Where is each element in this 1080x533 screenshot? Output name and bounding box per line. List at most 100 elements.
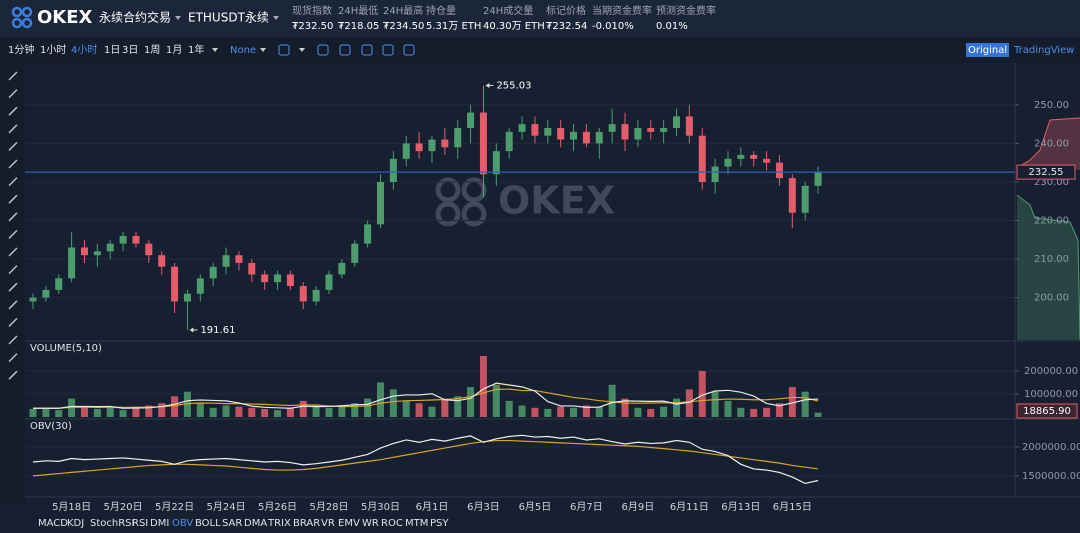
drawing-tool[interactable] bbox=[8, 282, 18, 292]
stat-value: ₮232.54 bbox=[546, 21, 587, 32]
tool-icon[interactable] bbox=[278, 44, 290, 56]
interval[interactable]: 1小时 bbox=[40, 44, 66, 56]
stat-label: 24H最高 bbox=[383, 4, 423, 17]
indicator-tab[interactable]: VR bbox=[321, 518, 335, 529]
candle-body bbox=[158, 255, 166, 267]
volume-bar bbox=[763, 407, 771, 417]
annotation-arrowhead bbox=[189, 327, 194, 333]
drawing-tool[interactable] bbox=[8, 212, 18, 222]
drawing-tool[interactable] bbox=[8, 159, 18, 169]
indicator-tab[interactable]: BOLL bbox=[195, 518, 221, 529]
candle-body bbox=[763, 158, 771, 163]
stat-value: 5.31万 ETH bbox=[426, 21, 481, 32]
candle-body bbox=[222, 255, 230, 267]
drawing-tool[interactable] bbox=[8, 300, 18, 310]
drawing-tool[interactable] bbox=[8, 141, 18, 151]
indicator-tab[interactable]: StochRSI bbox=[90, 518, 134, 529]
drawing-tool[interactable] bbox=[8, 265, 18, 275]
interval[interactable]: 1月 bbox=[166, 44, 182, 56]
candle-body bbox=[441, 139, 449, 148]
candle-body bbox=[261, 274, 269, 283]
indicator-tab[interactable]: KDJ bbox=[67, 518, 84, 529]
indicator-tab[interactable]: TRIX bbox=[267, 518, 291, 529]
candle-body bbox=[647, 127, 655, 132]
indicator-tab[interactable]: EMV bbox=[338, 518, 360, 529]
tool-icon[interactable] bbox=[403, 44, 415, 56]
drawing-tool[interactable] bbox=[8, 370, 18, 380]
indicator-tab[interactable]: SAR bbox=[222, 518, 242, 529]
interval[interactable]: 1分钟 bbox=[8, 43, 34, 56]
volume-bar bbox=[557, 406, 565, 417]
interval[interactable]: 3日 bbox=[122, 45, 138, 56]
volume-bar bbox=[775, 403, 783, 417]
indicator-tab[interactable]: ROC bbox=[381, 518, 403, 529]
x-tick-label: 5月30日 bbox=[361, 501, 400, 513]
volume-bar bbox=[479, 356, 487, 417]
drawing-tool[interactable] bbox=[8, 353, 18, 363]
drawing-tool[interactable] bbox=[8, 106, 18, 116]
stat-value: 40.30万 ETH bbox=[483, 21, 545, 32]
drawing-tool[interactable] bbox=[8, 194, 18, 204]
depth-bids bbox=[1017, 195, 1080, 340]
candle-body bbox=[737, 154, 745, 159]
logo[interactable]: OKEX bbox=[37, 7, 93, 28]
indicator-tab[interactable]: BRAR bbox=[293, 518, 320, 529]
tool-icon[interactable] bbox=[339, 44, 351, 56]
indicator-tab[interactable]: MTM bbox=[405, 518, 428, 529]
drawing-tool[interactable] bbox=[8, 335, 18, 345]
volume-bar bbox=[222, 405, 230, 417]
drawing-tool[interactable] bbox=[8, 177, 18, 187]
volume-bar bbox=[505, 400, 513, 417]
stat-value: ₮232.50 bbox=[292, 21, 333, 32]
y-tick-label: 230.00 bbox=[1034, 177, 1069, 188]
candle-body bbox=[209, 266, 217, 279]
volume-bar bbox=[428, 406, 436, 417]
volume-bar bbox=[673, 398, 680, 417]
drawing-tool[interactable] bbox=[8, 124, 18, 134]
volume-bar bbox=[364, 398, 372, 417]
volume-bar bbox=[158, 403, 166, 417]
tool-icon[interactable] bbox=[382, 44, 394, 56]
volume-bar bbox=[402, 400, 410, 417]
tool-icon[interactable] bbox=[361, 44, 373, 56]
indicator-tab[interactable]: DMI bbox=[150, 518, 169, 529]
chart-style[interactable]: None bbox=[230, 45, 256, 56]
indicator-tab[interactable]: OBV bbox=[172, 518, 193, 529]
interval[interactable]: 1周 bbox=[144, 44, 160, 56]
volume-bar bbox=[145, 405, 153, 417]
drawing-tool[interactable] bbox=[8, 247, 18, 257]
volume-bar bbox=[634, 407, 642, 417]
interval[interactable]: 4小时 bbox=[71, 44, 97, 56]
view-tab[interactable]: Original bbox=[968, 45, 1007, 56]
toolbar-bar bbox=[0, 37, 1080, 63]
volume-bar bbox=[261, 408, 269, 417]
x-tick-label: 5月24日 bbox=[207, 501, 246, 513]
menu[interactable]: 永续合约交易 bbox=[99, 10, 171, 25]
dropdown-arrow bbox=[212, 48, 218, 52]
drawing-tool[interactable] bbox=[8, 71, 18, 81]
stat-label: 持仓量 bbox=[426, 4, 456, 17]
drawing-tool[interactable] bbox=[8, 229, 18, 239]
indicator-tab[interactable]: RSI bbox=[132, 518, 148, 529]
indicator-tab[interactable]: MACD bbox=[38, 518, 68, 529]
candle-body bbox=[286, 274, 294, 287]
dropdown-arrow bbox=[273, 16, 279, 20]
volume-bar bbox=[274, 410, 282, 417]
drawing-tool[interactable] bbox=[8, 89, 18, 99]
y-tick-label: 200.00 bbox=[1034, 293, 1069, 304]
indicator-tab[interactable]: WR bbox=[362, 518, 379, 529]
candle-body bbox=[557, 127, 565, 140]
tool-icon[interactable] bbox=[317, 44, 329, 56]
view-tab[interactable]: TradingView bbox=[1013, 45, 1074, 56]
indicator-tab[interactable]: DMA bbox=[244, 518, 267, 529]
interval[interactable]: 1日 bbox=[104, 45, 120, 56]
indicator-tab[interactable]: PSY bbox=[430, 518, 449, 529]
instrument[interactable]: ETHUSDT永续 bbox=[188, 11, 269, 25]
x-tick-label: 5月22日 bbox=[155, 501, 194, 513]
candle-body bbox=[402, 143, 410, 159]
volume-bar bbox=[814, 412, 822, 417]
volume-bar bbox=[608, 384, 616, 417]
interval[interactable]: 1年 bbox=[188, 43, 204, 56]
y-tick-label: 200000.00 bbox=[1024, 366, 1078, 377]
drawing-tool[interactable] bbox=[8, 317, 18, 327]
